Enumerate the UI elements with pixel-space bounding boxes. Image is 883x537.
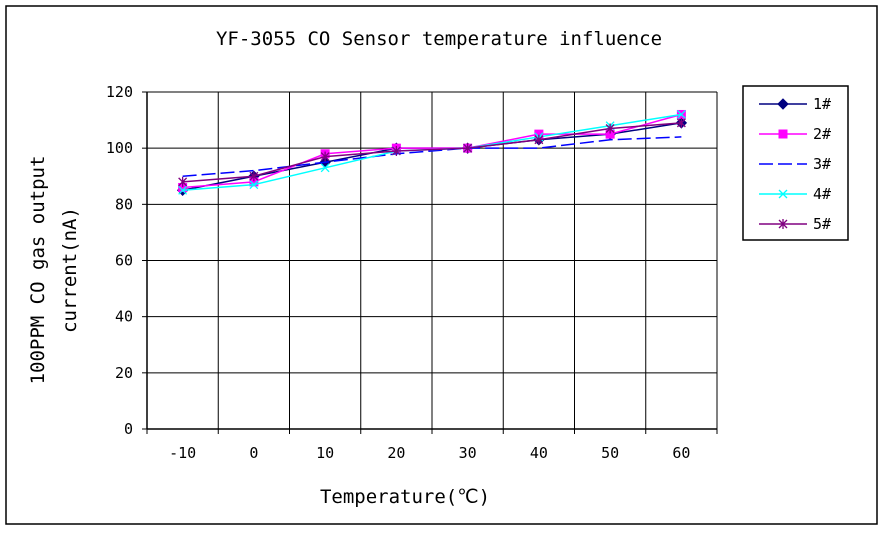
data-point <box>320 163 330 173</box>
y-axis-title-line-1: 100PPM CO gas output <box>27 156 49 385</box>
legend-item-3: 3# <box>759 155 831 173</box>
data-point <box>778 189 788 199</box>
x-tick-labels: -10 0 10 20 30 40 50 60 <box>169 444 690 462</box>
series-5 <box>178 117 686 187</box>
legend-label: 2# <box>813 125 831 143</box>
x-tick-label: 0 <box>249 444 258 462</box>
y-tick-labels: 0 20 40 60 80 100 120 <box>106 83 133 438</box>
legend-label: 1# <box>813 95 831 113</box>
legend-label: 3# <box>813 155 831 173</box>
data-point <box>605 123 615 134</box>
data-point <box>320 151 330 162</box>
y-axis-title: 100PPM CO gas output current(nA) <box>27 156 81 385</box>
data-point <box>676 117 686 128</box>
x-tick-label: 20 <box>387 444 405 462</box>
data-point <box>178 185 188 195</box>
legend-item-5: 5# <box>759 215 831 233</box>
y-axis-title-line-2: current(nA) <box>59 207 81 333</box>
legend-item-4: 4# <box>759 185 831 203</box>
data-point <box>178 176 188 187</box>
data-point <box>249 180 259 190</box>
series-line <box>182 136 682 177</box>
data-point <box>391 145 401 156</box>
legend-item-1: 1# <box>759 95 831 113</box>
axes <box>142 91 718 434</box>
y-tick-label: 60 <box>115 252 133 270</box>
y-tick-label: 20 <box>115 364 133 382</box>
x-tick-label: 10 <box>316 444 334 462</box>
data-point <box>463 143 473 154</box>
y-tick-label: 40 <box>115 308 133 326</box>
y-tick-label: 80 <box>115 195 133 213</box>
x-tick-label: 40 <box>530 444 548 462</box>
x-tick-label: -10 <box>169 444 196 462</box>
data-point <box>778 129 788 139</box>
y-tick-label: 120 <box>106 83 133 101</box>
legend-label: 4# <box>813 185 831 203</box>
data-point <box>534 134 544 145</box>
chart-title: YF-3055 CO Sensor temperature influence <box>216 28 662 50</box>
x-tick-label: 30 <box>459 444 477 462</box>
x-axis-title: Temperature(℃) <box>320 486 490 508</box>
x-tick-label: 60 <box>672 444 690 462</box>
legend-label: 5# <box>813 215 831 233</box>
series-lines <box>176 109 688 196</box>
series-3 <box>182 136 682 177</box>
data-point <box>778 219 788 229</box>
series-line <box>182 122 682 183</box>
data-point <box>777 98 789 110</box>
data-point <box>249 171 259 182</box>
series-line <box>182 113 682 189</box>
data-point <box>676 110 686 119</box>
legend: 1# 2# 3# 4# 5# <box>742 85 849 241</box>
x-tick-label: 50 <box>601 444 619 462</box>
y-tick-label: 0 <box>124 420 133 438</box>
y-tick-label: 100 <box>106 139 133 157</box>
legend-box <box>742 85 849 241</box>
legend-item-2: 2# <box>759 125 831 143</box>
